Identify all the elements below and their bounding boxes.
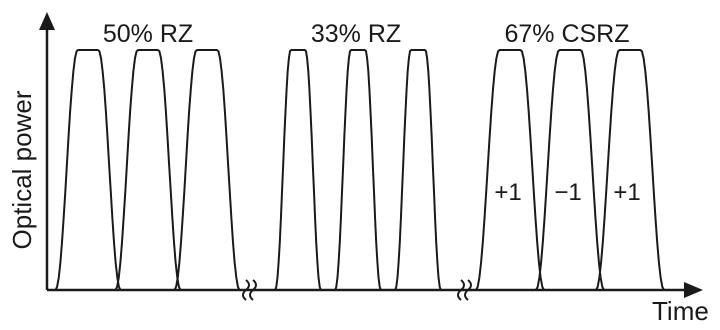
phase-label-3: +1 [613, 179, 640, 206]
phase-label-2: −1 [554, 179, 581, 206]
phase-label-1: +1 [494, 179, 521, 206]
group-title-50rz: 50% RZ [103, 20, 193, 48]
x-axis-label: Time [652, 296, 709, 325]
y-axis-arrowhead [39, 12, 55, 30]
axis-break-2 [457, 279, 472, 301]
pulse-train-1 [54, 49, 242, 291]
y-axis-label: Optical power [7, 90, 37, 249]
pulse-train-3 [475, 49, 668, 291]
axis-break-1 [242, 279, 257, 301]
x-axis-arrowhead [684, 282, 703, 298]
group-title-33rz: 33% RZ [311, 20, 401, 48]
pulse-train-2 [262, 49, 458, 291]
pulse-trains [54, 49, 668, 291]
group-title-67csrz: 67% CSRZ [504, 20, 629, 48]
